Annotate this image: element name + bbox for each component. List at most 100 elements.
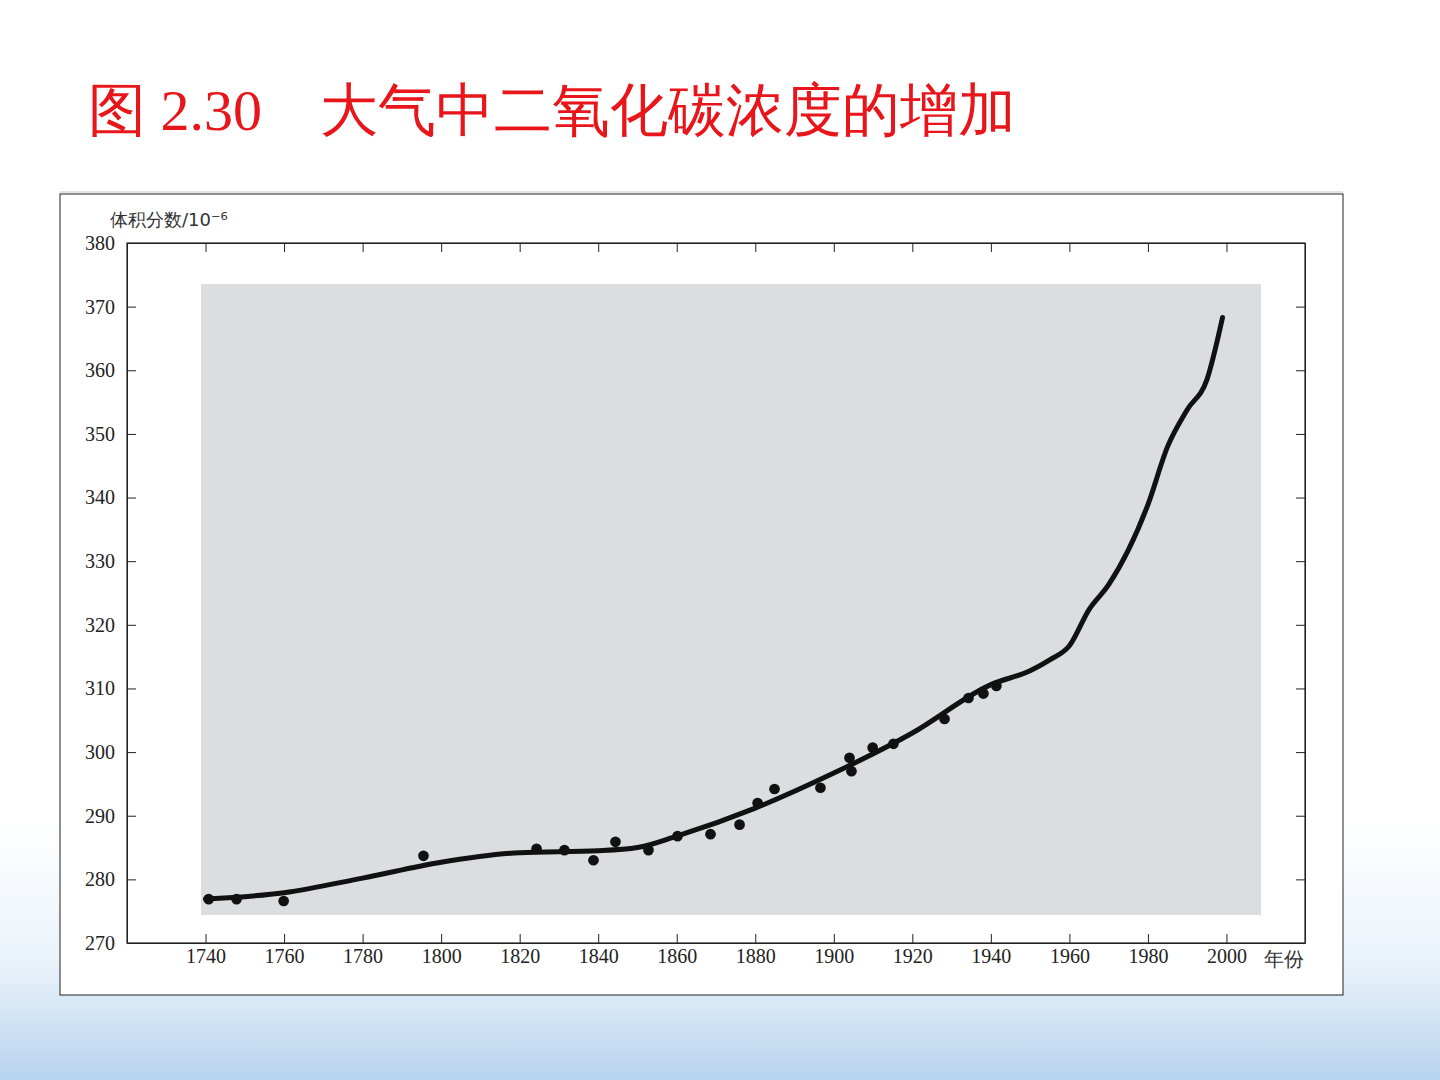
tick-mark bbox=[284, 243, 285, 252]
tick-mark bbox=[127, 370, 136, 371]
tick-mark bbox=[1296, 752, 1305, 753]
tick-mark bbox=[1296, 434, 1305, 435]
title: 图 2.30 大气中二氧化碳浓度的增加 bbox=[88, 78, 1016, 143]
tick bbox=[677, 243, 678, 252]
tick-label: 1760 bbox=[265, 945, 305, 967]
tick-mark bbox=[1148, 243, 1149, 252]
tick-mark bbox=[1296, 561, 1305, 562]
tick-mark bbox=[1226, 243, 1227, 252]
tick bbox=[1296, 625, 1305, 626]
tick-mark bbox=[363, 934, 364, 943]
tick: 1760 bbox=[265, 934, 305, 967]
axis bbox=[1296, 244, 1306, 944]
tick bbox=[520, 243, 521, 252]
tick-label: 330 bbox=[85, 550, 115, 572]
tick-mark bbox=[520, 934, 521, 943]
tick bbox=[206, 243, 207, 252]
tick: 1860 bbox=[657, 934, 697, 967]
tick-mark bbox=[127, 752, 136, 753]
tick: 320 bbox=[85, 614, 136, 636]
canvas: 图 2.30 大气中二氧化碳浓度的增加270280290300310320330… bbox=[0, 0, 1440, 1080]
tick-label: 320 bbox=[85, 614, 115, 636]
tick-mark bbox=[127, 879, 136, 880]
tick: 280 bbox=[85, 868, 136, 890]
tick-label: 1980 bbox=[1128, 945, 1168, 967]
tick-mark bbox=[284, 934, 285, 943]
tick-mark bbox=[441, 934, 442, 943]
tick: 370 bbox=[85, 296, 136, 318]
tick bbox=[834, 243, 835, 252]
tick-mark bbox=[127, 307, 136, 308]
axis: 1740176017801800182018401860188019001920… bbox=[128, 934, 1306, 967]
tick-mark bbox=[1226, 934, 1227, 943]
tick bbox=[1296, 307, 1305, 308]
tick-label: 1820 bbox=[500, 945, 540, 967]
tick-mark bbox=[755, 243, 756, 252]
data-line bbox=[206, 317, 1223, 899]
tick-mark bbox=[520, 243, 521, 252]
tick: 1800 bbox=[422, 934, 462, 967]
tick-mark bbox=[206, 934, 207, 943]
tick: 1780 bbox=[343, 934, 383, 967]
axis-line bbox=[1305, 244, 1306, 944]
tick: 1960 bbox=[1050, 934, 1090, 967]
tick bbox=[1296, 879, 1305, 880]
tick-mark bbox=[1296, 370, 1305, 371]
tick-label: 350 bbox=[85, 423, 115, 445]
tick-label: 1840 bbox=[579, 945, 619, 967]
tick: 360 bbox=[85, 359, 136, 381]
tick-mark bbox=[834, 243, 835, 252]
tick bbox=[755, 243, 756, 252]
tick-mark bbox=[127, 498, 136, 499]
tick: 1900 bbox=[814, 934, 854, 967]
tick-mark bbox=[1296, 498, 1305, 499]
tick bbox=[1226, 243, 1227, 252]
tick-mark bbox=[127, 434, 136, 435]
tick: 1980 bbox=[1128, 934, 1168, 967]
tick bbox=[441, 243, 442, 252]
tick-mark bbox=[912, 934, 913, 943]
tick-label: 1740 bbox=[186, 945, 226, 967]
data-point bbox=[815, 782, 826, 793]
tick-mark bbox=[598, 934, 599, 943]
tick-label: 360 bbox=[85, 359, 115, 381]
tick: 1740 bbox=[186, 934, 226, 967]
tick bbox=[1296, 816, 1305, 817]
tick-label: 300 bbox=[85, 741, 115, 763]
axis-line bbox=[127, 244, 128, 944]
axis-title: 年份 bbox=[1264, 947, 1304, 971]
tick bbox=[1296, 498, 1305, 499]
tick-mark bbox=[1296, 688, 1305, 689]
data-point bbox=[278, 896, 289, 907]
plot-area bbox=[203, 317, 1222, 906]
tick-label: 290 bbox=[85, 805, 115, 827]
tick: 290 bbox=[85, 805, 136, 827]
tick-mark bbox=[1069, 243, 1070, 252]
axis: 270280290300310320330340350360370380 bbox=[85, 232, 136, 954]
tick-label: 1800 bbox=[422, 945, 462, 967]
tick-mark bbox=[1069, 934, 1070, 943]
tick: 1840 bbox=[579, 934, 619, 967]
plot-ground bbox=[201, 284, 1261, 915]
tick-mark bbox=[363, 243, 364, 252]
tick-mark bbox=[991, 934, 992, 943]
tick bbox=[363, 243, 364, 252]
tick: 330 bbox=[85, 550, 136, 572]
tick-mark bbox=[991, 243, 992, 252]
tick: 1940 bbox=[971, 934, 1011, 967]
tick bbox=[1148, 243, 1149, 252]
panel bbox=[60, 194, 1343, 995]
tick: 270 bbox=[85, 932, 136, 954]
data-point bbox=[418, 850, 429, 861]
data-point bbox=[734, 819, 745, 830]
tick-label: 1940 bbox=[971, 945, 1011, 967]
data-point bbox=[610, 836, 621, 847]
tick-label: 380 bbox=[85, 232, 115, 254]
tick: 380 bbox=[85, 232, 136, 254]
tick: 1820 bbox=[500, 934, 540, 967]
data-point bbox=[705, 829, 716, 840]
tick-mark bbox=[127, 816, 136, 817]
data-point bbox=[588, 855, 599, 866]
tick: 300 bbox=[85, 741, 136, 763]
tick-mark bbox=[1296, 625, 1305, 626]
